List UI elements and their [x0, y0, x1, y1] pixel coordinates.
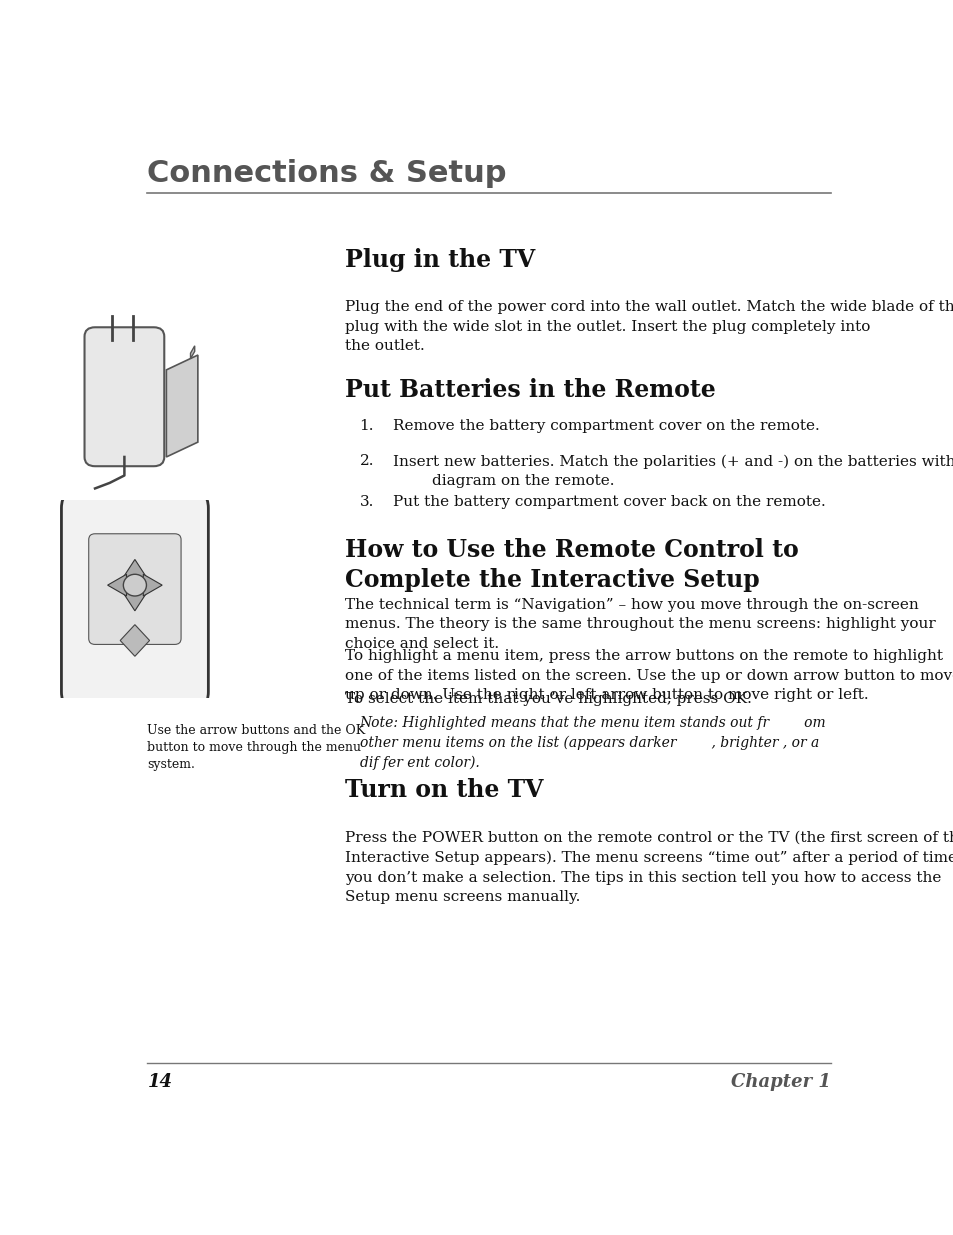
Text: To highlight a menu item, press the arrow buttons on the remote to highlight
one: To highlight a menu item, press the arro… [344, 650, 953, 703]
Text: Press the POWER button on the remote control or the TV (the first screen of the
: Press the POWER button on the remote con… [344, 831, 953, 904]
Text: Plug in the TV: Plug in the TV [344, 248, 535, 272]
Polygon shape [120, 625, 150, 656]
FancyBboxPatch shape [89, 534, 181, 645]
Text: Put Batteries in the Remote: Put Batteries in the Remote [344, 378, 715, 403]
Text: Plug the end of the power cord into the wall outlet. Match the wide blade of the: Plug the end of the power cord into the … [344, 300, 953, 353]
Polygon shape [191, 346, 194, 359]
Text: 1.: 1. [359, 419, 374, 433]
Polygon shape [143, 574, 162, 597]
Text: 3.: 3. [359, 495, 374, 509]
Text: Insert new batteries. Match the polarities (+ and -) on the batteries with the
 : Insert new batteries. Match the polariti… [393, 454, 953, 488]
Text: 14: 14 [147, 1072, 172, 1091]
Text: Turn on the TV: Turn on the TV [344, 778, 542, 802]
Text: Put the battery compartment cover back on the remote.: Put the battery compartment cover back o… [393, 495, 824, 509]
Text: The technical term is “Navigation” – how you move through the on-screen
menus. T: The technical term is “Navigation” – how… [344, 598, 935, 651]
Polygon shape [166, 356, 197, 457]
Polygon shape [123, 559, 147, 577]
Polygon shape [108, 574, 127, 597]
Text: 2.: 2. [359, 454, 374, 468]
Text: Remove the battery compartment cover on the remote.: Remove the battery compartment cover on … [393, 419, 819, 433]
Text: Use the arrow buttons and the OK
button to move through the menu
system.: Use the arrow buttons and the OK button … [147, 724, 365, 771]
FancyBboxPatch shape [85, 327, 164, 467]
Circle shape [123, 574, 147, 597]
Text: Note: Highlighted means that the menu item stands out fr        om
other menu it: Note: Highlighted means that the menu it… [359, 716, 825, 771]
Text: Connections & Setup: Connections & Setup [147, 159, 506, 188]
Polygon shape [123, 593, 147, 611]
Text: To select the item that you’ve highlighted, press OK.: To select the item that you’ve highlight… [344, 692, 751, 706]
Text: How to Use the Remote Control to
Complete the Interactive Setup: How to Use the Remote Control to Complet… [344, 538, 798, 592]
FancyBboxPatch shape [61, 488, 208, 711]
Text: Chapter 1: Chapter 1 [730, 1072, 830, 1091]
